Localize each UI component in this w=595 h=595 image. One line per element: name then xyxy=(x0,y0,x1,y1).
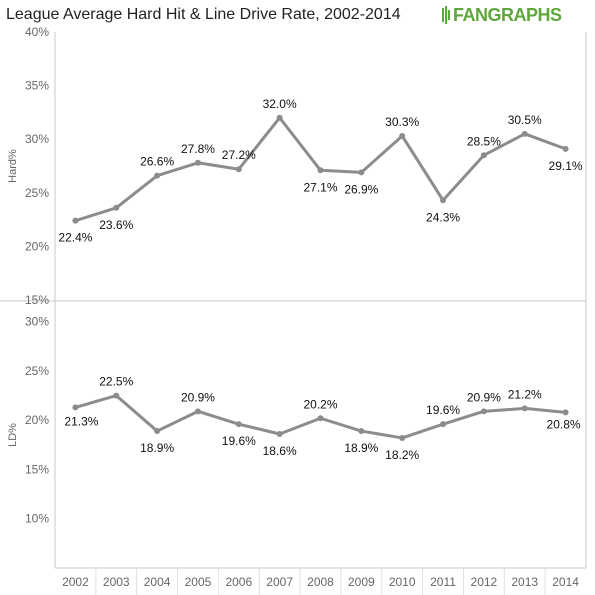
data-label: 18.2% xyxy=(385,448,419,462)
data-label: 32.0% xyxy=(263,97,297,111)
x-tick-label: 2013 xyxy=(511,575,538,589)
y-axis-label: LD% xyxy=(7,423,19,447)
data-point xyxy=(235,166,242,173)
data-label: 26.9% xyxy=(344,182,378,196)
data-point xyxy=(480,408,487,415)
y-axis-label: Hard% xyxy=(7,149,19,183)
data-point xyxy=(113,204,120,211)
x-tick-label: 2009 xyxy=(348,575,375,589)
data-label: 29.1% xyxy=(549,159,583,173)
data-point xyxy=(440,197,447,204)
data-label: 23.6% xyxy=(99,218,133,232)
data-point xyxy=(358,428,365,435)
logo-text-fan: FAN xyxy=(453,4,488,25)
x-tick-label: 2010 xyxy=(389,575,416,589)
y-tick-label: 30% xyxy=(25,132,49,146)
fangraphs-logo: FANGRAPHS xyxy=(442,4,562,26)
data-point xyxy=(562,409,569,416)
data-point xyxy=(317,167,324,174)
data-label: 19.6% xyxy=(426,403,460,417)
data-label: 20.9% xyxy=(181,390,215,404)
data-label: 30.3% xyxy=(385,115,419,129)
data-point xyxy=(154,172,161,179)
data-label: 27.2% xyxy=(222,148,256,162)
logo-text: FANGRAPHS xyxy=(453,5,562,26)
y-tick-label: 10% xyxy=(25,512,49,526)
data-label: 20.9% xyxy=(467,390,501,404)
data-point xyxy=(276,431,283,438)
x-tick-label: 2011 xyxy=(430,575,456,589)
x-tick-label: 2008 xyxy=(307,575,334,589)
x-tick-label: 2004 xyxy=(144,575,171,589)
data-point xyxy=(72,217,79,224)
data-label: 20.2% xyxy=(303,397,337,411)
fangraphs-batter-icon xyxy=(442,6,450,24)
data-point xyxy=(399,434,406,441)
data-point xyxy=(235,421,242,428)
y-tick-label: 15% xyxy=(25,462,49,476)
data-label: 21.3% xyxy=(64,414,98,428)
data-point xyxy=(72,404,79,411)
data-label: 27.8% xyxy=(181,142,215,156)
data-label: 19.6% xyxy=(222,434,256,448)
x-tick-label: 2014 xyxy=(552,575,579,589)
x-tick-label: 2012 xyxy=(471,575,498,589)
data-point xyxy=(521,405,528,412)
data-point xyxy=(113,392,120,399)
y-tick-label: 40% xyxy=(25,25,49,39)
x-tick-label: 2003 xyxy=(103,575,130,589)
y-tick-label: 20% xyxy=(25,239,49,253)
y-tick-label: 35% xyxy=(25,79,49,93)
data-point xyxy=(399,132,406,139)
y-tick-label: 20% xyxy=(25,413,49,427)
data-point xyxy=(154,428,161,435)
data-point xyxy=(440,421,447,428)
data-point xyxy=(194,408,201,415)
chart-title: League Average Hard Hit & Line Drive Rat… xyxy=(6,6,401,23)
data-label: 30.5% xyxy=(508,113,542,127)
data-point xyxy=(358,169,365,176)
data-label: 28.5% xyxy=(467,134,501,148)
data-point xyxy=(194,159,201,166)
data-label: 18.9% xyxy=(140,441,174,455)
y-tick-label: 30% xyxy=(25,315,49,329)
data-label: 22.4% xyxy=(58,231,92,245)
data-label: 24.3% xyxy=(426,210,460,224)
y-tick-label: 25% xyxy=(25,186,49,200)
data-point xyxy=(276,114,283,121)
x-tick-label: 2007 xyxy=(266,575,293,589)
data-label: 21.2% xyxy=(508,387,542,401)
data-point xyxy=(521,130,528,137)
data-label: 20.8% xyxy=(547,417,581,431)
data-point xyxy=(317,415,324,422)
y-tick-label: 15% xyxy=(25,293,49,307)
x-tick-label: 2005 xyxy=(185,575,212,589)
data-label: 26.6% xyxy=(140,155,174,169)
data-label: 27.1% xyxy=(303,180,337,194)
x-tick-label: 2006 xyxy=(225,575,252,589)
data-point xyxy=(480,152,487,159)
data-label: 22.5% xyxy=(99,375,133,389)
data-label: 18.6% xyxy=(263,444,297,458)
data-label: 18.9% xyxy=(344,441,378,455)
data-point xyxy=(562,145,569,152)
logo-text-graphs: GRAPHS xyxy=(487,4,563,25)
y-tick-label: 25% xyxy=(25,364,49,378)
x-tick-label: 2002 xyxy=(62,575,89,589)
